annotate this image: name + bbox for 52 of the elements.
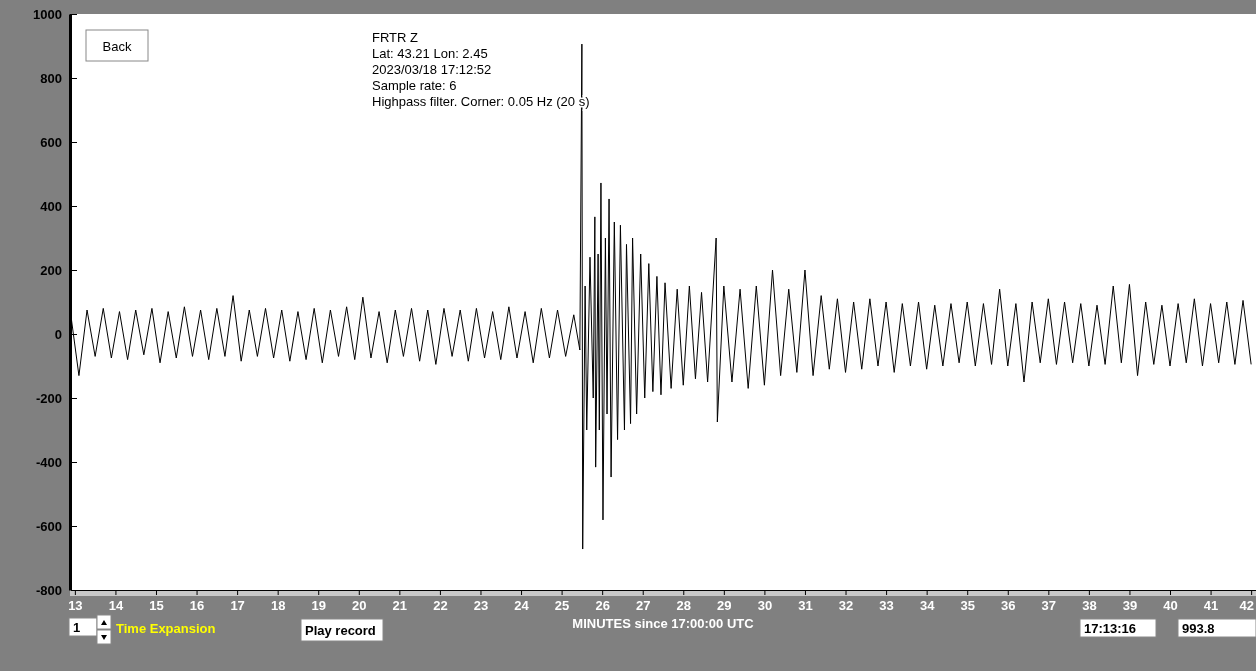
annotation: Lat: 43.21 Lon: 2.45	[372, 46, 488, 61]
x-tick-label: 28	[676, 597, 692, 613]
text: FRTR Z	[372, 30, 419, 45]
x-tick-label: 35	[960, 597, 975, 613]
x-tick-label: 33	[879, 597, 894, 613]
x-tick-label: 42	[1239, 597, 1254, 613]
x-tick-label: 32	[838, 597, 854, 613]
text: Time Expansion	[116, 621, 216, 636]
x-tick-label: 31	[798, 597, 813, 613]
x-tick-label: 26	[595, 597, 610, 613]
x-tick-label: 30	[757, 597, 773, 613]
value-field: 993.8	[1177, 618, 1256, 638]
back-button: Back	[85, 29, 149, 62]
play-button: Play record	[300, 618, 384, 642]
x-tick-label: 39	[1122, 597, 1138, 613]
number-field: 1	[68, 617, 98, 637]
y-tick-label: -200	[35, 390, 62, 406]
y-tick-label: -800	[35, 582, 62, 598]
x-tick-label: 23	[473, 597, 489, 613]
x-tick-label: 13	[68, 597, 83, 613]
x-tick-label: 37	[1041, 597, 1057, 613]
x-tick-label: 34	[919, 597, 936, 613]
x-tick-label: 21	[392, 597, 408, 613]
x-tick-label: 19	[311, 597, 326, 613]
y-tick-label: 0	[54, 326, 62, 342]
x-tick-label: 38	[1082, 597, 1097, 613]
x-tick-label: 18	[270, 597, 286, 613]
y-tick-label: 800	[40, 70, 62, 86]
x-tick-label: 36	[1001, 597, 1016, 613]
x-tick-label: 17	[230, 597, 245, 613]
y-tick-label: -600	[35, 518, 62, 534]
x-tick-label: 29	[717, 597, 732, 613]
time-field: 17:13:16	[1079, 618, 1157, 638]
y-tick-label: -400	[35, 454, 62, 470]
y-tick-label: 1000	[33, 6, 62, 22]
x-tick-label: 20	[352, 597, 367, 613]
x-tick-label: 14	[108, 597, 124, 613]
x-tick-label: 16	[189, 597, 205, 613]
x-axis-title: MINUTES since 17:00:00 UTC	[572, 616, 755, 631]
y-tick-label: 200	[40, 262, 62, 278]
x-tick-label: 24	[514, 597, 530, 613]
x-tick-label: 27	[635, 597, 651, 613]
annotation: 2023/03/18 17:12:52	[372, 62, 492, 77]
x-tick-label: 25	[554, 597, 570, 613]
x-tick-label: 15	[149, 597, 164, 613]
x-tick-label: 41	[1203, 597, 1219, 613]
y-tick-label: 400	[40, 198, 62, 214]
x-tick-label: 22	[433, 597, 448, 613]
annotation: Sample rate: 6	[372, 78, 457, 93]
x-tick-label: 40	[1163, 597, 1178, 613]
annotation: Back	[102, 38, 132, 54]
y-tick-label: 600	[40, 134, 62, 150]
